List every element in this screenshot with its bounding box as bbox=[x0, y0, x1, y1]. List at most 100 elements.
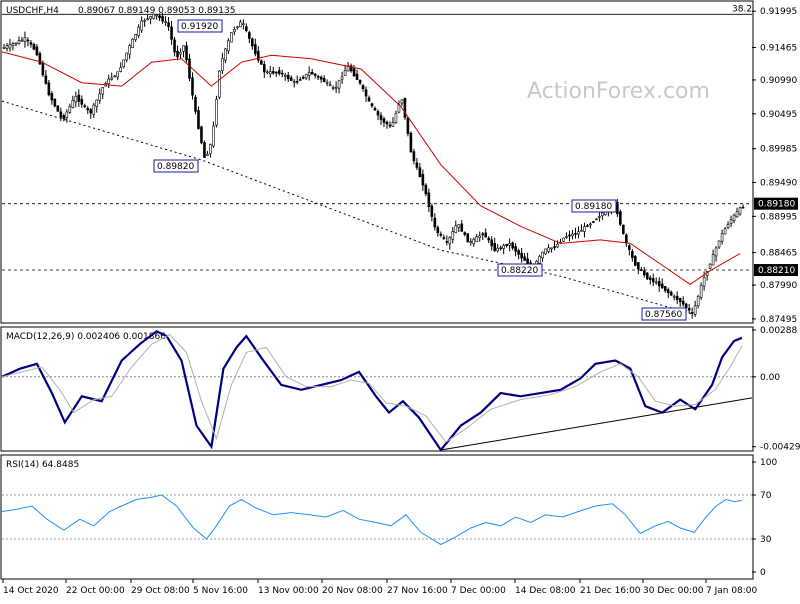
rsi-tick-label: 30 bbox=[760, 535, 772, 545]
candle-body bbox=[628, 245, 631, 250]
candle-body bbox=[598, 216, 601, 218]
candle-body bbox=[47, 82, 51, 96]
candle-body bbox=[20, 39, 24, 42]
candle-body bbox=[729, 219, 733, 224]
candle-body bbox=[622, 224, 625, 234]
macd-series-macd bbox=[1, 330, 743, 452]
candle-body bbox=[95, 99, 99, 107]
candle-body bbox=[657, 280, 661, 287]
price-marker-box bbox=[754, 264, 798, 277]
time-tick-label: 13 Nov 00:00 bbox=[258, 586, 319, 596]
candle-body bbox=[164, 21, 167, 23]
candle-body bbox=[741, 206, 745, 209]
candle-body bbox=[53, 98, 57, 107]
price-panel[interactable]: USDCHF,H4 0.89067 0.89149 0.89053 0.8913… bbox=[0, 0, 798, 325]
candle-body bbox=[460, 223, 464, 232]
candle-body bbox=[298, 79, 302, 81]
annotation-label: 0.89820 bbox=[157, 162, 194, 172]
candle-body bbox=[589, 223, 592, 226]
price-annotation: 0.87560 bbox=[641, 307, 687, 321]
candle-body bbox=[283, 74, 287, 77]
candle-body bbox=[301, 77, 305, 79]
candle-body bbox=[334, 86, 338, 89]
candle-body bbox=[720, 233, 724, 242]
candle-body bbox=[38, 53, 42, 65]
price-tick-label: 0.90990 bbox=[760, 76, 797, 86]
candle-body bbox=[553, 246, 556, 249]
candle-body bbox=[514, 246, 517, 252]
candle-body bbox=[418, 167, 422, 178]
candle-body bbox=[328, 84, 332, 87]
annotation-box bbox=[153, 159, 199, 173]
candle-body bbox=[197, 110, 200, 130]
rsi-panel[interactable]: RSI(14) 64.8485 100 70 30 0 bbox=[0, 454, 777, 580]
candle-body bbox=[406, 117, 410, 134]
candle-body bbox=[119, 67, 122, 72]
annotation-box bbox=[177, 19, 223, 33]
candle-body bbox=[152, 13, 155, 19]
candle-body bbox=[65, 111, 69, 118]
candle-body bbox=[723, 228, 727, 235]
candle-body bbox=[373, 108, 377, 111]
candle-body bbox=[185, 45, 188, 61]
candle-body bbox=[577, 231, 580, 235]
annotation-label: 0.88220 bbox=[501, 266, 538, 276]
price-series bbox=[1, 12, 745, 319]
candle-body bbox=[182, 45, 185, 52]
candle-body bbox=[307, 72, 311, 76]
time-tick-label: 14 Oct 2020 bbox=[3, 586, 59, 596]
candle-body bbox=[451, 231, 455, 240]
macd-header: MACD(12,26,9) 0.002406 0.001866 bbox=[6, 332, 166, 342]
candle-body bbox=[161, 15, 164, 22]
candle-body bbox=[711, 254, 715, 266]
candle-body bbox=[107, 78, 111, 85]
candle-body bbox=[35, 46, 39, 56]
candle-body bbox=[556, 243, 559, 248]
candle-body bbox=[337, 80, 341, 89]
price-tick-label: 0.88995 bbox=[760, 212, 797, 222]
candle-body bbox=[714, 247, 718, 257]
candle-body bbox=[230, 32, 233, 43]
ohlc-readout: 0.89067 0.89149 0.89053 0.89135 bbox=[78, 6, 235, 16]
candle-body bbox=[565, 236, 568, 238]
candle-body bbox=[125, 52, 128, 61]
annotation-box bbox=[641, 307, 687, 321]
candle-body bbox=[574, 233, 577, 235]
candle-body bbox=[511, 242, 514, 249]
candle-body bbox=[286, 74, 290, 80]
candle-body bbox=[463, 232, 467, 235]
price-annotation: 0.89820 bbox=[153, 159, 199, 173]
candle-body bbox=[708, 263, 712, 269]
candle-body bbox=[149, 16, 152, 20]
macd-series bbox=[1, 330, 753, 452]
candle-body bbox=[194, 96, 197, 112]
candle-body bbox=[260, 60, 263, 65]
candle-body bbox=[313, 73, 317, 76]
candle-body bbox=[80, 99, 84, 105]
candle-body bbox=[77, 94, 81, 102]
candle-body bbox=[158, 15, 161, 19]
candle-body bbox=[433, 217, 437, 228]
candle-body bbox=[242, 23, 245, 26]
candle-body bbox=[478, 235, 482, 238]
candle-body bbox=[568, 234, 571, 237]
candle-body bbox=[619, 211, 622, 225]
candle-body bbox=[221, 57, 224, 71]
price-marker: 0.89180 bbox=[754, 197, 798, 210]
candle-body bbox=[74, 96, 78, 103]
time-tick-label: 21 Dec 16:00 bbox=[580, 586, 641, 596]
macd-tick-label: -0.004298 bbox=[760, 443, 800, 453]
candle-body bbox=[415, 162, 419, 168]
candle-body bbox=[648, 277, 652, 280]
candle-body bbox=[176, 50, 179, 58]
candle-body bbox=[642, 270, 646, 276]
macd-panel[interactable]: MACD(12,26,9) 0.002406 0.001866 0.002880… bbox=[0, 326, 800, 453]
candle-body bbox=[26, 39, 30, 42]
price-annotation: 0.91920 bbox=[177, 19, 223, 33]
candle-body bbox=[41, 62, 45, 76]
candle-body bbox=[340, 76, 344, 80]
candle-body bbox=[128, 45, 131, 55]
